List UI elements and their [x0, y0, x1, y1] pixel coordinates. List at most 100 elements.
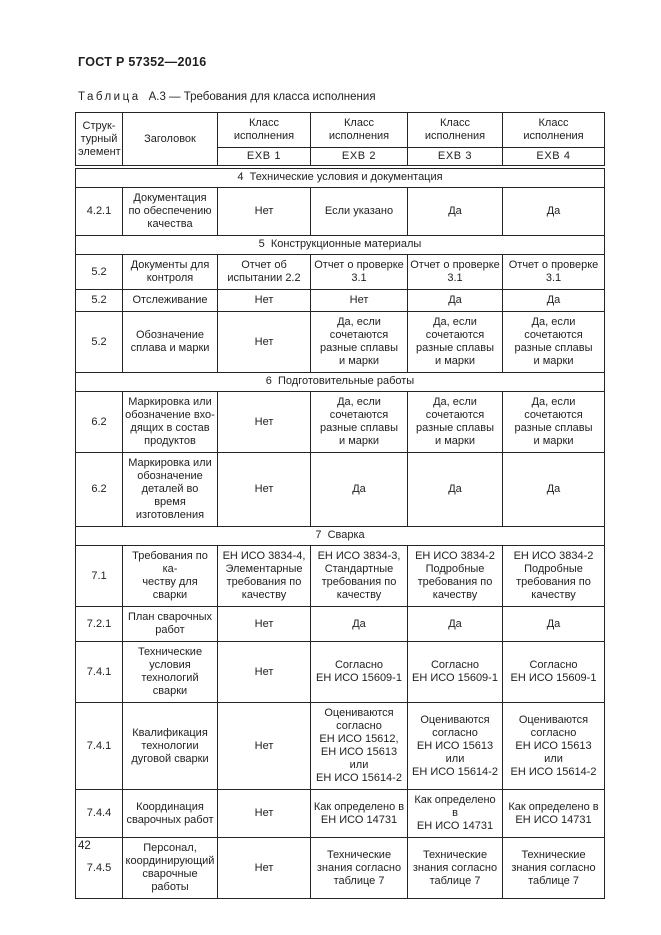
requirement-cell: Да	[407, 606, 503, 642]
requirement-cell: Нет	[217, 391, 311, 453]
structural-element-code: 7.1	[75, 545, 123, 607]
page-number: 42	[78, 840, 91, 852]
row-heading: Квалификация технологии дуговой сварки	[122, 702, 218, 790]
row-heading: Документы для контроля	[122, 254, 218, 290]
section-row: 6 Подготовительные работы	[75, 372, 605, 392]
col-header-exb1: EXB 1	[217, 147, 311, 169]
section-row: 7 Сварка	[75, 526, 605, 546]
requirement-cell: Согласно ЕН ИСО 15609-1	[310, 641, 408, 703]
requirement-cell: Согласно ЕН ИСО 15609-1	[502, 641, 605, 703]
col-header-class-3: Класс исполнения	[407, 112, 503, 148]
requirement-cell: Нет	[217, 311, 311, 373]
section-row: 5 Конструкционные материалы	[75, 235, 605, 255]
requirement-cell: Да, если сочетаются разные сплавы и марк…	[407, 391, 503, 453]
row-heading: Персонал, координирующий сварочные работ…	[122, 837, 218, 899]
requirement-cell: Технические знания согласно таблице 7	[502, 837, 605, 899]
structural-element-code: 4.2.1	[75, 187, 123, 236]
col-header-structural-element: Струк- турный элемент	[75, 112, 123, 169]
requirement-cell: Нет	[217, 837, 311, 899]
requirement-cell: Оцениваются согласно ЕН ИСО 15612, ЕН ИС…	[310, 702, 408, 790]
col-header-class-2: Класс исполнения	[310, 112, 408, 148]
row-heading: Требования по ка- честву для сварки	[122, 545, 218, 607]
table-caption-label: Таблица	[78, 91, 141, 103]
requirement-cell: Технические знания согласно таблице 7	[407, 837, 503, 899]
requirement-cell: Да	[407, 289, 503, 312]
table-row: 7.4.5 Персонал, координирующий сварочные …	[75, 837, 605, 899]
structural-element-code: 5.2	[75, 254, 123, 290]
requirement-cell: Как определено в ЕН ИСО 14731	[502, 789, 605, 838]
requirement-cell: Согласно ЕН ИСО 15609-1	[407, 641, 503, 703]
table-row: 5.2 Обозначение сплава и марки Нет Да, если…	[75, 311, 605, 373]
section-title: 5 Конструкционные материалы	[75, 235, 605, 255]
requirement-cell: ЕН ИСО 3834-2 Подробные требования по ка…	[407, 545, 503, 607]
requirement-cell: Нет	[217, 452, 311, 527]
requirement-cell: Да	[310, 452, 408, 527]
requirement-cell: Отчет о проверке 3.1	[502, 254, 605, 290]
table-row: 7.4.1 Технические условия технологий свар…	[75, 641, 605, 703]
structural-element-code: 7.4.1	[75, 641, 123, 703]
table-row: 7.4.1 Квалификация технологии дуговой сва…	[75, 702, 605, 790]
row-heading: Маркировка или обозначение вхо- дящих в …	[122, 391, 218, 453]
structural-element-code: 6.2	[75, 452, 123, 527]
row-heading: Координация сварочных работ	[122, 789, 218, 838]
table-row: 4.2.1 Документация по обеспечению качеств…	[75, 187, 605, 236]
section-title: 6 Подготовительные работы	[75, 372, 605, 392]
requirement-cell: Нет	[217, 702, 311, 790]
section-row: 4 Технические условия и документация	[75, 166, 605, 188]
section-title: 4 Технические условия и документация	[75, 166, 605, 188]
header-row-top: Струк- турный элемент Заголовок Класс ис…	[75, 112, 605, 169]
requirement-cell: Да, если сочетаются разные сплавы и марк…	[310, 311, 408, 373]
col-header-heading: Заголовок	[122, 112, 218, 169]
structural-element-code: 7.2.1	[75, 606, 123, 642]
row-heading: Обозначение сплава и марки	[122, 311, 218, 373]
requirement-cell: Если указано	[310, 187, 408, 236]
requirement-cell: Да, если сочетаются разные сплавы и марк…	[407, 311, 503, 373]
requirement-cell: Да	[407, 452, 503, 527]
requirement-cell: Да	[407, 187, 503, 236]
requirement-cell: Оцениваются согласно ЕН ИСО 15613 или ЕН…	[407, 702, 503, 790]
row-heading: Маркировка или обозначение деталей во вр…	[122, 452, 218, 527]
requirement-cell: Да, если сочетаются разные сплавы и марк…	[502, 311, 605, 373]
structural-element-code: 5.2	[75, 289, 123, 312]
table-row: 7.4.4 Координация сварочных работ Нет Как о…	[75, 789, 605, 838]
structural-element-code: 7.4.5	[75, 837, 123, 899]
table-row: 7.2.1 План сварочных работ Нет Да Да Да	[75, 606, 605, 642]
requirement-cell: ЕН ИСО 3834-2 Подробные требования по ка…	[502, 545, 605, 607]
requirement-cell: Отчет об испытании 2.2	[217, 254, 311, 290]
table-header: Струк- турный элемент Заголовок Класс ис…	[75, 112, 605, 169]
col-header-exb4: EXB 4	[502, 147, 605, 169]
requirement-cell: Нет	[217, 641, 311, 703]
structural-element-code: 7.4.4	[75, 789, 123, 838]
standard-designation: ГОСТ Р 57352—2016	[78, 55, 207, 69]
table-row: 6.2 Маркировка или обозначение деталей во…	[75, 452, 605, 527]
col-header-exb2: EXB 2	[310, 147, 408, 169]
header-row-exb: EXB 1 EXB 2 EXB 3 EXB 4	[76, 147, 605, 169]
col-header-exb3: EXB 3	[407, 147, 503, 169]
requirement-cell: Технические знания согласно таблице 7	[310, 837, 408, 899]
row-heading: Отслеживание	[122, 289, 218, 312]
structural-element-code: 7.4.1	[75, 702, 123, 790]
row-heading: Документация по обеспечению качества	[122, 187, 218, 236]
requirement-cell: Отчет о проверке 3.1	[310, 254, 408, 290]
table-row: 6.2 Маркировка или обозначение вхо- дящих…	[75, 391, 605, 453]
table-caption: Таблица А.3 — Требования для класса испол…	[78, 91, 376, 103]
requirements-table: Струк- турный элемент Заголовок Класс ис…	[75, 112, 605, 899]
requirement-cell: Да	[502, 452, 605, 527]
requirement-cell: Да	[310, 606, 408, 642]
requirement-cell: Да, если сочетаются разные сплавы и марк…	[310, 391, 408, 453]
table-body: 4 Технические условия и документация 4.2.…	[75, 166, 605, 899]
col-header-class-4: Класс исполнения	[502, 112, 605, 148]
requirement-cell: Нет	[217, 289, 311, 312]
row-heading: План сварочных работ	[122, 606, 218, 642]
table-row: 5.2 Отслеживание Нет Нет Да Да	[75, 289, 605, 312]
requirement-cell: Оцениваются согласно ЕН ИСО 15613 или ЕН…	[502, 702, 605, 790]
table-row: 5.2 Документы для контроля Отчет об испыта…	[75, 254, 605, 290]
structural-element-code: 6.2	[75, 391, 123, 453]
requirement-cell: Нет	[217, 789, 311, 838]
requirement-cell: Да	[502, 289, 605, 312]
section-title: 7 Сварка	[75, 526, 605, 546]
requirement-cell: Как определено в ЕН ИСО 14731	[407, 789, 503, 838]
requirement-cell: Да	[502, 606, 605, 642]
requirement-cell: Нет	[310, 289, 408, 312]
